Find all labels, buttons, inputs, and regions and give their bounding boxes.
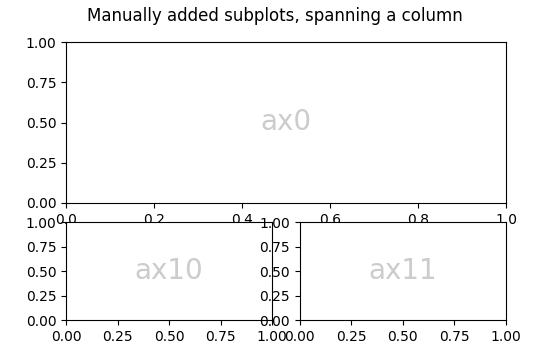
Text: Manually added subplots, spanning a column: Manually added subplots, spanning a colu… [87,7,463,25]
Text: ax11: ax11 [368,257,437,285]
Text: ax10: ax10 [135,257,204,285]
Text: ax0: ax0 [261,108,311,136]
